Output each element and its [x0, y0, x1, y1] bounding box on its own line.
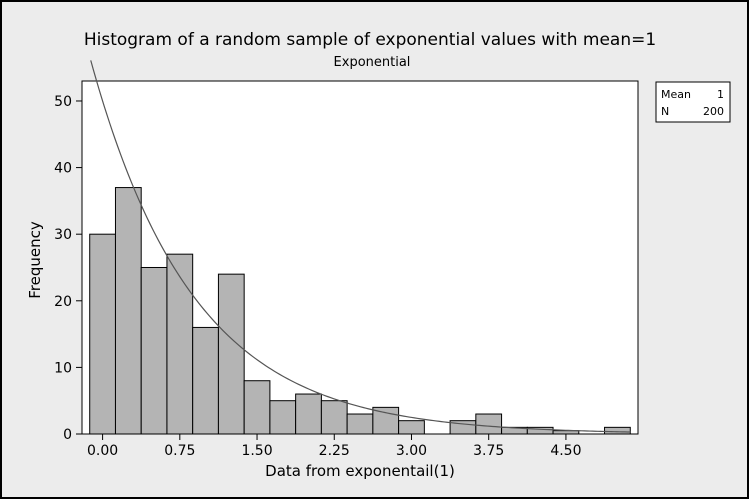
histogram-bar: [372, 406, 400, 435]
x-tick-label: 0.00: [87, 443, 118, 459]
histogram-bar: [475, 413, 503, 435]
legend-mean-label: Mean: [661, 88, 691, 101]
y-axis: 0 10 20 30 40 50: [54, 94, 82, 443]
y-tick-label: 40: [54, 161, 72, 177]
x-tick-label: 2.25: [319, 443, 350, 459]
y-tick-label: 30: [54, 227, 72, 243]
legend-n-value: 200: [703, 105, 724, 118]
histogram-bar: [243, 380, 271, 435]
x-tick-label: 3.00: [396, 443, 427, 459]
y-axis-label: Frequency: [26, 221, 44, 299]
x-axis-label: Data from exponentail(1): [265, 462, 455, 480]
histogram-bar: [114, 187, 142, 435]
histogram-bar: [89, 233, 116, 435]
histogram-bars: [89, 187, 631, 435]
x-tick-label: 0.75: [164, 443, 195, 459]
legend-mean-value: 1: [717, 88, 724, 101]
histogram-bar: [140, 266, 168, 435]
histogram-bar: [192, 326, 219, 435]
histogram-bar: [320, 400, 348, 435]
x-tick-label: 1.50: [241, 443, 272, 459]
histogram-bar: [217, 273, 245, 435]
histogram-bar: [295, 393, 322, 435]
chart-title: Histogram of a random sample of exponent…: [84, 30, 656, 50]
chart-subtitle: Exponential: [334, 55, 411, 70]
legend-border: [655, 81, 731, 123]
histogram-bar: [346, 413, 374, 435]
y-tick-label: 20: [54, 294, 72, 310]
legend-box: Mean 1 N 200: [655, 81, 731, 123]
y-tick-label: 0: [63, 427, 72, 443]
x-tick-label: 4.50: [550, 443, 581, 459]
histogram-bar: [166, 253, 194, 435]
y-tick-label: 10: [54, 360, 72, 376]
x-tick-label: 3.75: [473, 443, 504, 459]
fit-curve: [90, 60, 631, 433]
legend-n-label: N: [661, 105, 669, 118]
x-axis: 0.00 0.75 1.50 2.25 3.00 3.75 4.50: [87, 434, 582, 459]
y-tick-label: 50: [54, 94, 72, 110]
histogram-bar: [269, 400, 297, 435]
histogram-bar: [604, 426, 631, 435]
histogram-bar: [398, 420, 425, 435]
